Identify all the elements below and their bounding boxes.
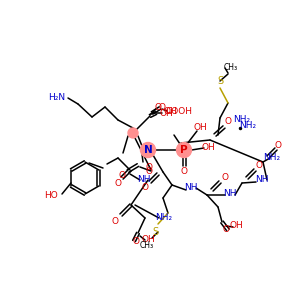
Text: O: O xyxy=(224,118,232,127)
Text: O: O xyxy=(146,164,152,172)
Text: NH₂: NH₂ xyxy=(155,214,172,223)
Text: NH: NH xyxy=(255,176,269,184)
Text: O: O xyxy=(158,103,166,112)
Text: P: P xyxy=(180,145,188,155)
Circle shape xyxy=(128,128,138,138)
Text: O: O xyxy=(154,103,161,112)
Text: NH: NH xyxy=(223,188,237,197)
Text: O: O xyxy=(256,161,262,170)
Text: OH: OH xyxy=(201,143,215,152)
Text: O: O xyxy=(112,217,118,226)
Text: O: O xyxy=(223,226,230,235)
Text: NH₂: NH₂ xyxy=(233,116,250,124)
Text: OH: OH xyxy=(141,235,155,244)
Text: NH₂: NH₂ xyxy=(239,121,256,130)
Text: O: O xyxy=(118,170,125,179)
Text: O: O xyxy=(274,140,281,149)
Text: NH₂: NH₂ xyxy=(263,154,280,163)
Text: OH: OH xyxy=(163,106,177,116)
Text: CH₃: CH₃ xyxy=(140,242,154,250)
Text: OH: OH xyxy=(193,124,207,133)
Text: O: O xyxy=(115,179,122,188)
Text: S: S xyxy=(217,76,223,86)
Text: O: O xyxy=(221,172,229,182)
Text: OH: OH xyxy=(229,221,243,230)
Text: O: O xyxy=(181,167,188,176)
Circle shape xyxy=(176,142,191,158)
Text: O: O xyxy=(133,236,140,245)
Text: NH: NH xyxy=(137,176,151,184)
Text: O: O xyxy=(146,167,152,176)
Text: O: O xyxy=(142,182,148,191)
Text: H₂N: H₂N xyxy=(48,92,65,101)
Text: COOH: COOH xyxy=(165,107,192,116)
Text: N: N xyxy=(144,145,152,155)
Text: S: S xyxy=(152,227,158,237)
Text: NH: NH xyxy=(184,184,198,193)
Text: CH₃: CH₃ xyxy=(224,62,238,71)
Text: HO: HO xyxy=(44,190,58,200)
Text: OH: OH xyxy=(159,109,173,118)
Circle shape xyxy=(140,142,155,158)
